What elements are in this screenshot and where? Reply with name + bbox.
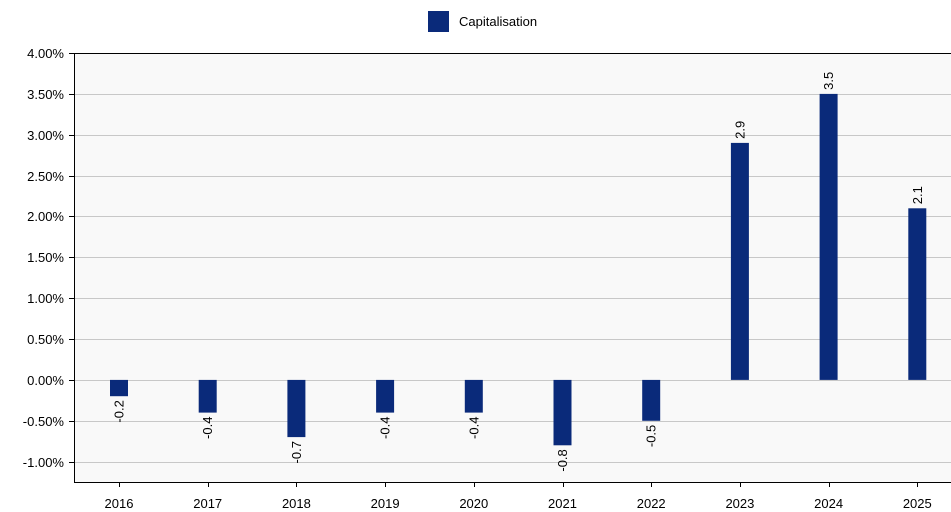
x-tick-label: 2020 — [459, 496, 488, 511]
data-label: -0.7 — [289, 441, 304, 463]
y-tick-label: -0.50% — [23, 414, 65, 429]
y-tick-label: 0.00% — [27, 373, 64, 388]
y-axis-ticks: 4.00% 3.50% 3.00% 2.50% 2.00% 1.50% 1.00% 0.50%… — [23, 46, 74, 470]
y-tick-label: 4.00% — [27, 46, 64, 61]
bar-2022 — [642, 379, 661, 421]
legend-swatch-capitalisation — [428, 11, 449, 32]
bar-2024 — [819, 93, 838, 380]
x-tick-label: 2025 — [903, 496, 932, 511]
data-label: 3.5 — [821, 72, 836, 90]
axes — [74, 53, 951, 483]
bar-2016 — [110, 379, 128, 397]
data-labels: -0.2 -0.4 -0.7 -0.4 -0.4 -0.8 -0.5 2.9 3.5 2.1 — [112, 72, 925, 472]
bar-2017 — [198, 379, 217, 413]
plot-area — [74, 53, 951, 482]
data-label: -0.5 — [644, 425, 659, 447]
x-tick-label: 2022 — [637, 496, 666, 511]
bar-2025 — [908, 208, 927, 380]
x-tick-label: 2021 — [548, 496, 577, 511]
x-tick-label: 2024 — [814, 496, 843, 511]
legend: Capitalisation — [428, 11, 537, 32]
data-label: 2.9 — [732, 121, 747, 139]
x-tick-label: 2016 — [105, 496, 134, 511]
legend-label-capitalisation: Capitalisation — [459, 14, 537, 29]
bar-2021 — [553, 379, 572, 446]
x-tick-label: 2017 — [193, 496, 222, 511]
y-tick-label: 1.50% — [27, 250, 64, 265]
y-tick-label: 2.50% — [27, 169, 64, 184]
bar-2018 — [287, 379, 306, 438]
x-tick-label: 2019 — [371, 496, 400, 511]
bar-2020 — [464, 379, 483, 413]
data-label: -0.2 — [112, 400, 127, 422]
y-tick-label: -1.00% — [23, 455, 65, 470]
data-label: -0.4 — [200, 417, 215, 439]
bar-2023 — [730, 142, 749, 380]
y-tick-label: 3.00% — [27, 128, 64, 143]
x-tick-label: 2023 — [725, 496, 754, 511]
data-label: -0.4 — [378, 417, 393, 439]
x-tick-label: 2018 — [282, 496, 311, 511]
data-label: -0.8 — [555, 449, 570, 471]
y-tick-label: 1.00% — [27, 291, 64, 306]
x-axis-ticks: 2016 2017 2018 2019 2020 2021 2022 2023 2024 2025 — [105, 482, 932, 511]
data-label: -0.4 — [466, 417, 481, 439]
data-label: 2.1 — [910, 186, 925, 204]
y-tick-label: 2.00% — [27, 209, 64, 224]
gridlines — [74, 53, 951, 463]
y-tick-label: 3.50% — [27, 87, 64, 102]
y-tick-label: 0.50% — [27, 332, 64, 347]
bar-2019 — [376, 379, 395, 413]
bars — [110, 93, 927, 446]
